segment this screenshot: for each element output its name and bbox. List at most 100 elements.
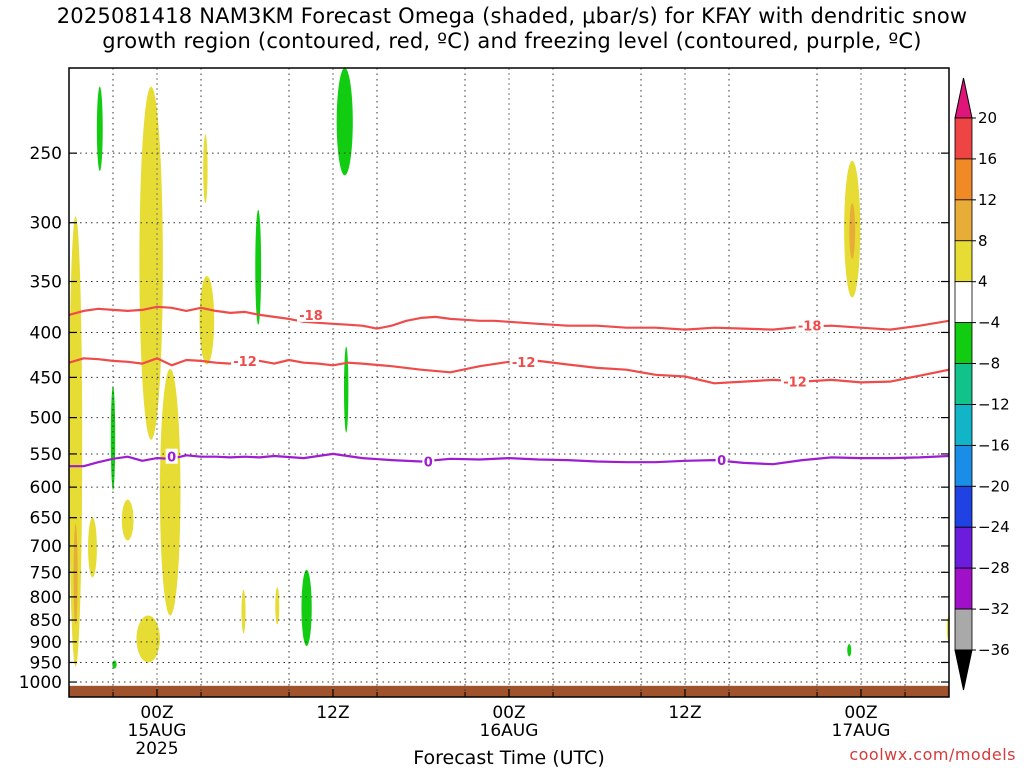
colorbar-label: −4: [978, 314, 1000, 332]
contour-label-bg: [231, 352, 259, 368]
x-tick-label: 12Z: [668, 703, 701, 723]
y-tick-label: 550: [30, 445, 62, 465]
y-tick-label: 600: [30, 478, 62, 498]
contour-label-bg: [795, 317, 824, 333]
contour-label-bg: [422, 453, 435, 469]
colorbar-label: −28: [978, 559, 1010, 577]
grid-layer: [69, 68, 949, 697]
y-tick-label: 400: [30, 323, 62, 343]
omega-region: [69, 216, 83, 667]
contour-label: -18: [798, 320, 822, 335]
contour-label: -18: [299, 309, 323, 324]
y-tick-label: 900: [30, 633, 62, 653]
omega-region: [344, 346, 349, 433]
contour-label: -12: [233, 355, 257, 370]
y-tick-label: 950: [30, 653, 62, 673]
y-tick-label: 800: [30, 588, 62, 608]
contour-label: 0: [167, 451, 176, 466]
contour-line: [69, 357, 949, 385]
omega-region: [88, 517, 97, 578]
contour-label-bg: [297, 306, 325, 322]
omega-region: [275, 587, 280, 625]
colorbar-bin: [954, 363, 973, 405]
x-tick-label: 15AUG: [128, 721, 187, 741]
contour-label-bg: [165, 448, 178, 464]
colorbar-label: −32: [978, 600, 1010, 618]
omega-region: [199, 276, 215, 365]
omega-region: [241, 589, 246, 634]
colorbar-bin: [954, 567, 973, 610]
y-tick-label: 750: [30, 563, 62, 583]
omega-region: [301, 569, 312, 647]
x-axis-title: Forecast Time (UTC): [413, 747, 604, 768]
colorbar-label: 8: [978, 232, 988, 250]
colorbar-bin: [954, 240, 973, 283]
y-tick-label: 700: [30, 537, 62, 557]
omega-region: [139, 86, 163, 440]
omega-region: [849, 203, 856, 260]
contour-label-bg: [509, 353, 538, 369]
omega-region: [159, 368, 181, 616]
omega-region: [136, 615, 160, 663]
contour-label: -12: [783, 376, 807, 391]
colorbar-label: −36: [978, 641, 1010, 659]
title-line-2: growth region (contoured, red, ºC) and f…: [102, 29, 922, 53]
colorbar-label: 4: [978, 273, 988, 291]
colorbar-bottom-arrow: [954, 649, 973, 691]
colorbar-label: −8: [978, 355, 1000, 373]
contour-label: -12: [512, 356, 536, 371]
omega-region: [255, 209, 262, 325]
contour-label-bg: [781, 373, 809, 389]
omega-region: [110, 385, 116, 491]
colorbar-label: 16: [978, 150, 997, 168]
y-tick-label: 350: [30, 273, 62, 293]
contour-line: [69, 305, 949, 331]
contour-layer: -18 -18 -12 -12 -12 0 0 0: [69, 305, 949, 471]
omega-region: [847, 643, 852, 657]
colorbar-label: −24: [978, 518, 1010, 536]
y-tick-label: 450: [30, 368, 62, 388]
colorbar-bin: [954, 117, 973, 160]
omega-region: [96, 86, 103, 172]
credit-link[interactable]: coolwx.com/models: [849, 745, 1016, 764]
x-tick-label: 00Z: [140, 703, 173, 723]
y-axis: 2503003504004505005506006507007508008509…: [19, 144, 949, 693]
colorbar-top-arrow: [954, 77, 973, 119]
contour-label: 0: [424, 456, 433, 471]
colorbar-label: 20: [978, 109, 997, 127]
omega-region: [73, 523, 78, 625]
colorbar-bin: [954, 444, 973, 487]
omega-region: [203, 134, 208, 204]
y-tick-label: 500: [30, 409, 62, 429]
omega-shading-layer: [69, 68, 949, 669]
contour-line: [69, 452, 949, 468]
omega-region: [121, 499, 134, 541]
colorbar-bin: [954, 158, 973, 201]
colorbar-label: 12: [978, 191, 997, 209]
x-tick-label: 00Z: [844, 703, 877, 723]
y-tick-label: 850: [30, 611, 62, 631]
colorbar-label: −12: [978, 395, 1010, 413]
colorbar-bin: [954, 608, 973, 651]
x-tick-label: 17AUG: [832, 721, 891, 741]
colorbar: 20 16 12 8 4 −4 −8 −12 −16 −20 −24 −28 −32 −36: [954, 77, 1010, 691]
x-tick-label: 2025: [135, 739, 178, 759]
colorbar-bin: [954, 322, 973, 364]
colorbar-bin: [954, 485, 973, 528]
contour-label: 0: [717, 454, 726, 469]
y-tick-label: 300: [30, 214, 62, 234]
omega-region: [336, 68, 353, 176]
omega-region: [112, 660, 117, 669]
colorbar-label: −16: [978, 436, 1010, 454]
y-tick-label: 1000: [19, 673, 62, 693]
colorbar-label: −20: [978, 477, 1010, 495]
colorbar-bin: [954, 199, 973, 242]
x-tick-label: 16AUG: [480, 721, 539, 741]
title-line-1: 2025081418 NAM3KM Forecast Omega (shaded…: [56, 4, 968, 28]
x-tick-label: 12Z: [316, 703, 349, 723]
contour-label-bg: [715, 452, 728, 468]
colorbar-bin: [954, 404, 973, 446]
x-tick-label: 00Z: [492, 703, 525, 723]
